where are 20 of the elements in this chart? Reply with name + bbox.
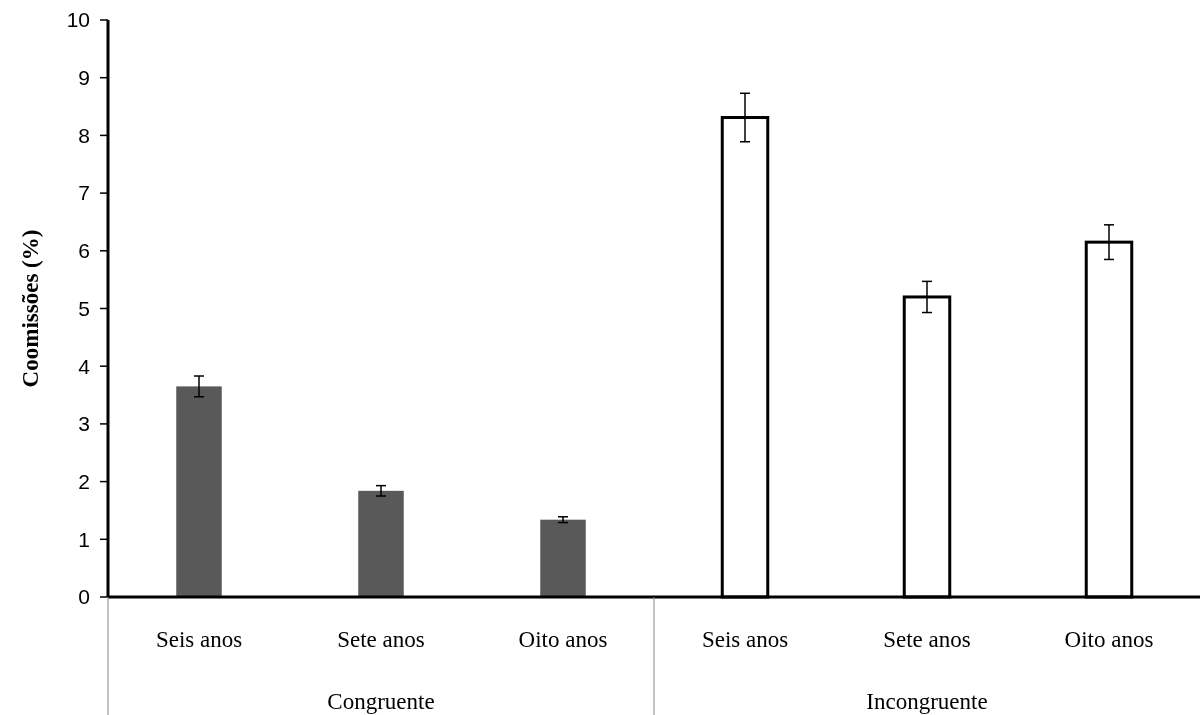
y-tick-label: 4: [78, 354, 91, 378]
y-tick-label: 9: [78, 66, 90, 90]
x-tick-label: Sete anos: [337, 627, 425, 652]
x-tick-label: Oito anos: [1064, 627, 1154, 652]
y-tick-label: 10: [66, 8, 90, 32]
x-tick-label: Oito anos: [518, 627, 608, 652]
y-tick-label: 1: [78, 527, 90, 551]
text: Incongruente: [866, 689, 988, 714]
y-tick-label: 7: [78, 181, 90, 205]
y-tick-label: 6: [78, 239, 90, 263]
text: Congruente: [327, 689, 435, 714]
x-tick-label: Seis anos: [701, 627, 789, 652]
y-tick-label: 0: [78, 585, 90, 609]
x-tick-label: Seis anos: [155, 627, 243, 652]
y-axis-title: Coomissões (%): [18, 229, 43, 388]
y-tick-label: 5: [78, 296, 90, 320]
y-tick-label: 8: [78, 123, 90, 147]
y-tick-label: 3: [78, 412, 90, 436]
x-tick-label: Sete anos: [883, 627, 971, 652]
y-tick-label: 2: [78, 469, 90, 493]
